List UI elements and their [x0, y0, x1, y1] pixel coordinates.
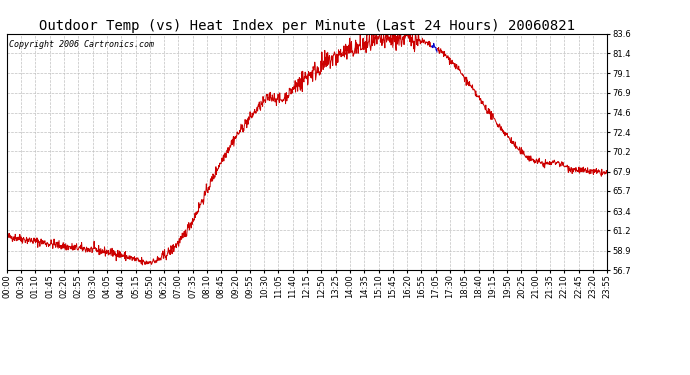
Text: Copyright 2006 Cartronics.com: Copyright 2006 Cartronics.com [9, 40, 154, 49]
Title: Outdoor Temp (vs) Heat Index per Minute (Last 24 Hours) 20060821: Outdoor Temp (vs) Heat Index per Minute … [39, 19, 575, 33]
